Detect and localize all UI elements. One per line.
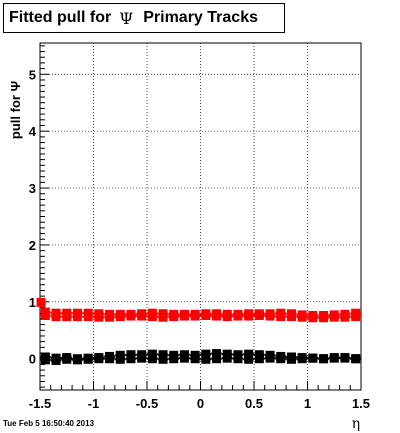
- data-point: [137, 353, 147, 363]
- chart-title: Fitted pull for Ψ Primary Tracks: [3, 3, 285, 33]
- data-point: [179, 311, 189, 321]
- data-point: [147, 349, 157, 359]
- data-point: [297, 312, 307, 322]
- data-point: [72, 312, 82, 322]
- data-point: [83, 354, 93, 364]
- data-point: [222, 353, 232, 363]
- data-point: [115, 312, 125, 322]
- data-point: [254, 310, 264, 320]
- y-tick-label: 3: [29, 181, 36, 196]
- grid-lines: [40, 43, 361, 390]
- chart-title-symbol: Ψ: [119, 8, 134, 28]
- data-point: [276, 354, 286, 364]
- timestamp: Tue Feb 5 16:50:40 2013: [3, 419, 95, 428]
- data-point: [94, 312, 104, 322]
- data-point: [147, 312, 157, 322]
- y-tick-label: 2: [29, 238, 36, 253]
- data-point: [147, 354, 157, 364]
- x-tick-label: -1.5: [29, 396, 51, 411]
- data-point: [329, 353, 339, 363]
- data-point: [297, 354, 307, 364]
- data-point: [62, 354, 72, 364]
- data-point: [201, 354, 211, 364]
- data-point: [233, 354, 243, 364]
- data-point: [319, 313, 329, 323]
- data-point: [190, 354, 200, 364]
- data-point: [244, 354, 254, 364]
- data-point: [105, 312, 115, 322]
- data-point: [265, 311, 275, 321]
- data-point: [40, 310, 50, 320]
- chart-title-suffix: Primary Tracks: [143, 9, 258, 26]
- data-point: [40, 355, 50, 365]
- data-point: [137, 311, 147, 321]
- data-point: [319, 354, 329, 364]
- data-point: [158, 312, 168, 322]
- data-point: [36, 297, 46, 307]
- data-point: [308, 353, 318, 363]
- data-point: [254, 354, 264, 364]
- data-point: [158, 354, 168, 364]
- data-point: [201, 310, 211, 320]
- data-point: [72, 355, 82, 365]
- y-tick-label: 0: [29, 352, 36, 367]
- x-tick-label: 0.5: [245, 396, 263, 411]
- data-point: [51, 312, 61, 322]
- data-point: [340, 353, 350, 363]
- data-point: [340, 312, 350, 322]
- data-point: [83, 312, 93, 322]
- data-point: [244, 349, 254, 359]
- data-point: [105, 354, 115, 364]
- data-point: [286, 312, 296, 322]
- data-point: [126, 311, 136, 321]
- y-tick-label: 1: [29, 295, 36, 310]
- data-point: [212, 349, 222, 359]
- data-point: [351, 354, 361, 364]
- data-point: [190, 311, 200, 321]
- data-point: [51, 355, 61, 365]
- x-tick-label: -1: [88, 396, 100, 411]
- x-tick-label: 1.5: [352, 396, 370, 411]
- data-point: [212, 311, 222, 321]
- x-tick-label: 1: [304, 396, 311, 411]
- y-tick-label: 5: [29, 67, 36, 82]
- data-point: [286, 354, 296, 364]
- x-axis-label: η: [352, 416, 360, 432]
- data-point: [222, 312, 232, 322]
- data-point: [351, 312, 361, 322]
- data-point: [158, 350, 168, 360]
- x-tick-label: 0: [197, 396, 204, 411]
- data-point: [94, 354, 104, 364]
- tick-labels: -1.5 -1 -0.5 0 0.5 1 1.5 0 1 2 3 4 5: [29, 67, 370, 411]
- data-point: [276, 312, 286, 322]
- data-point: [115, 354, 125, 364]
- data-point: [265, 353, 275, 363]
- data-point: [308, 313, 318, 323]
- data-point: [212, 354, 222, 364]
- axis-ticks: [39, 45, 362, 390]
- x-tick-label: -0.5: [136, 396, 158, 411]
- data-points: [36, 297, 361, 365]
- data-point: [244, 311, 254, 321]
- data-point: [201, 349, 211, 359]
- data-point: [62, 312, 72, 322]
- data-point: [169, 354, 179, 364]
- y-tick-label: 4: [29, 124, 37, 139]
- data-point: [329, 312, 339, 322]
- data-point: [179, 353, 189, 363]
- data-point: [169, 312, 179, 322]
- chart-title-prefix: Fitted pull for: [9, 9, 112, 26]
- y-axis-label: pull for Ψ: [8, 81, 23, 139]
- data-point: [233, 311, 243, 321]
- data-point: [126, 354, 136, 364]
